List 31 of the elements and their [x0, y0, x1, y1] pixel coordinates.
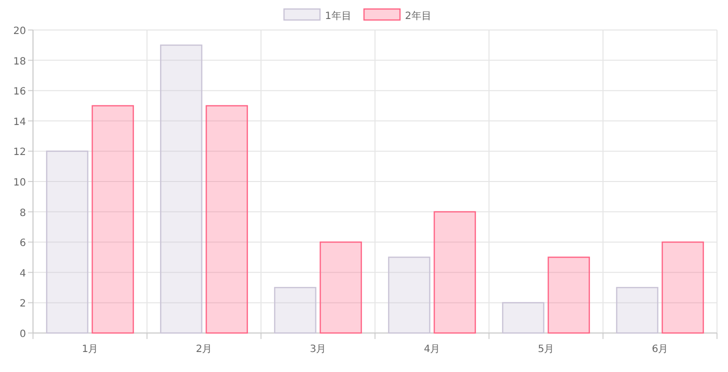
x-tick-label: 2月: [196, 344, 212, 355]
legend-label: 1年目: [325, 10, 352, 22]
y-tick-label: 20: [13, 26, 26, 37]
y-tick-label: 16: [13, 86, 26, 98]
y-tick-label: 18: [13, 56, 26, 68]
x-tick-label: 3月: [310, 344, 326, 355]
bar: [434, 211, 476, 334]
bar: [548, 256, 590, 334]
bar: [616, 286, 658, 334]
y-tick-label: 14: [13, 116, 26, 128]
bar: [92, 105, 134, 334]
y-tick-label: 10: [13, 178, 26, 188]
y-tick-label: 4: [20, 268, 26, 280]
bar: [274, 286, 316, 334]
bar: [388, 256, 430, 334]
y-tick-label: 12: [13, 147, 26, 158]
bar: [502, 302, 544, 334]
y-tick-label: 2: [20, 298, 26, 310]
y-tick-label: 8: [20, 208, 26, 219]
x-tick-label: 6月: [652, 344, 668, 355]
x-tick-label: 4月: [424, 344, 440, 355]
y-tick-label: 0: [20, 329, 26, 340]
x-tick-label: 1月: [82, 344, 98, 355]
bar: [160, 44, 202, 334]
bar: [46, 150, 88, 334]
x-tick-label: 5月: [538, 344, 554, 355]
bar: [320, 242, 362, 334]
bar: [206, 105, 248, 334]
y-tick-label: 6: [20, 238, 26, 250]
legend-label: 2年目: [405, 10, 432, 22]
bar: [662, 242, 704, 334]
